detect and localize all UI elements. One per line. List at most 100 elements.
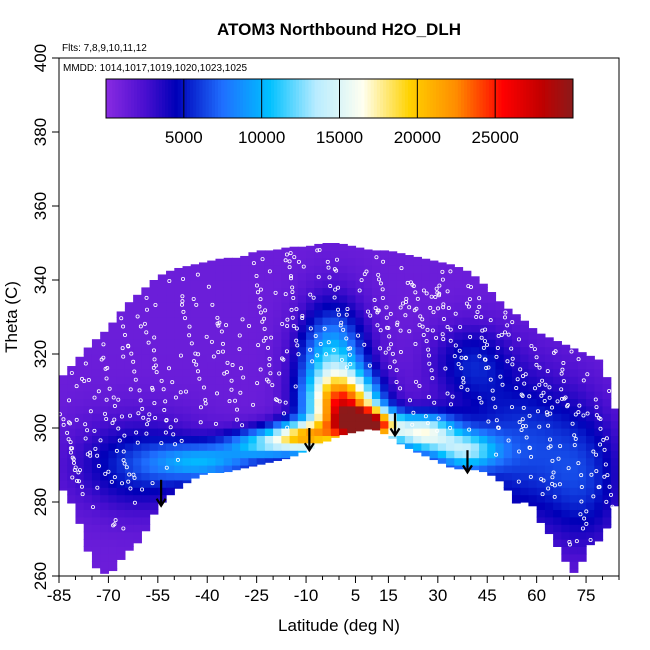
heat-cell-1371 xyxy=(446,265,455,274)
heat-cell-862 xyxy=(297,435,307,444)
sample-point-476 xyxy=(559,371,564,376)
heat-cell-1553 xyxy=(503,346,513,355)
colorbar-swatch-35 xyxy=(214,79,219,118)
heat-cell-806 xyxy=(281,420,291,429)
heat-cell-528 xyxy=(199,317,208,325)
heat-cell-1366 xyxy=(446,302,455,311)
heat-cell-1085 xyxy=(363,368,373,377)
colorbar-swatch-121 xyxy=(482,79,487,118)
heat-cell-730 xyxy=(256,331,266,340)
heat-cell-1735 xyxy=(561,435,571,444)
sample-point-447 xyxy=(224,323,229,328)
sample-point-474 xyxy=(296,259,301,264)
sample-point-83 xyxy=(240,423,245,428)
heat-cell-923 xyxy=(314,398,324,407)
colorbar-swatch-89 xyxy=(383,79,387,118)
heat-cell-1499 xyxy=(487,346,497,355)
heat-cell-598 xyxy=(223,442,233,451)
heat-cell-191 xyxy=(116,524,126,533)
sample-point-545 xyxy=(209,339,214,344)
heat-cell-1138 xyxy=(380,354,390,362)
heat-cell-104 xyxy=(91,442,101,451)
heat-cell-1248 xyxy=(413,339,422,348)
heat-cell-1296 xyxy=(429,398,439,407)
sample-point-222 xyxy=(584,521,589,526)
sample-point-119 xyxy=(336,312,341,317)
heat-cell-1314 xyxy=(429,265,439,274)
heat-cell-1273 xyxy=(421,361,431,370)
heat-cell-658 xyxy=(240,428,250,436)
heat-cell-1653 xyxy=(536,398,546,407)
heat-cell-471 xyxy=(182,302,192,311)
heat-cell-799 xyxy=(273,250,282,259)
sample-point-28 xyxy=(119,316,124,321)
heat-cell-622 xyxy=(223,265,233,274)
heat-cell-458 xyxy=(182,398,192,407)
colorbar-swatch-106 xyxy=(436,79,440,118)
sample-point-592 xyxy=(334,257,339,262)
heat-cell-1195 xyxy=(396,324,406,333)
colorbar-swatch-113 xyxy=(457,79,462,118)
heat-cell-1349 xyxy=(446,428,455,436)
heat-cell-1301 xyxy=(429,361,439,370)
heat-cell-105 xyxy=(91,435,101,444)
heat-cell-440 xyxy=(174,309,184,318)
heat-cell-443 xyxy=(174,287,184,296)
heat-cell-1615 xyxy=(528,479,538,488)
heatmap-field xyxy=(59,243,619,574)
heat-cell-671 xyxy=(240,331,250,340)
heat-cell-167 xyxy=(108,457,118,466)
heat-cell-1166 xyxy=(388,339,398,348)
sample-point-157 xyxy=(441,305,446,310)
heat-cell-834 xyxy=(289,428,299,436)
heat-cell-146 xyxy=(100,368,110,377)
sample-point-500 xyxy=(509,405,514,410)
heat-cell-391 xyxy=(166,442,175,451)
heat-cell-1266 xyxy=(421,413,431,422)
heat-cell-757 xyxy=(264,346,274,355)
sample-point-8 xyxy=(71,460,76,465)
heat-cell-153 xyxy=(108,561,118,570)
heat-cell-1313 xyxy=(429,272,439,281)
heat-cell-1180 xyxy=(396,435,406,444)
sample-point-275 xyxy=(486,419,491,424)
heat-cell-50 xyxy=(75,420,85,429)
sample-point-214 xyxy=(570,421,575,426)
sample-point-466 xyxy=(485,342,490,347)
heat-cell-1294 xyxy=(429,413,439,422)
heat-cell-1341 xyxy=(437,272,447,281)
heat-cell-1610 xyxy=(520,324,530,333)
heat-cell-1002 xyxy=(339,405,348,414)
sample-point-191 xyxy=(521,405,526,410)
heat-cell-1789 xyxy=(577,487,587,496)
sample-point-431 xyxy=(103,471,108,476)
heat-cell-1602 xyxy=(520,383,530,392)
heat-cell-376 xyxy=(157,331,167,340)
colorbar-swatch-23 xyxy=(177,79,182,118)
colorbar-swatch-142 xyxy=(548,79,552,118)
heat-cell-1495 xyxy=(487,376,497,385)
heat-cell-615 xyxy=(223,317,233,325)
sample-point-346 xyxy=(453,311,458,316)
heat-cell-1264 xyxy=(421,428,431,436)
heat-cell-1644 xyxy=(536,465,546,473)
heat-cell-137 xyxy=(100,435,110,444)
heat-cell-409 xyxy=(166,309,175,318)
sample-point-279 xyxy=(398,305,403,310)
heat-cell-1490 xyxy=(487,413,497,422)
heat-cell-596 xyxy=(223,457,233,466)
heat-cell-1434 xyxy=(470,428,480,436)
sample-point-422 xyxy=(556,456,561,461)
heat-cell-1817 xyxy=(586,479,595,488)
heat-cell-939 xyxy=(314,280,324,288)
heat-cell-415 xyxy=(166,270,175,274)
heat-cell-1530 xyxy=(495,317,505,325)
heat-cell-887 xyxy=(297,250,307,259)
sample-point-598 xyxy=(448,425,453,430)
sample-point-513 xyxy=(576,410,581,415)
heat-cell-1174 xyxy=(388,280,398,288)
heat-cell-869 xyxy=(297,383,307,392)
sample-point-93 xyxy=(266,345,271,350)
heat-cell-961 xyxy=(322,317,332,325)
heat-cell-10 xyxy=(59,413,68,422)
